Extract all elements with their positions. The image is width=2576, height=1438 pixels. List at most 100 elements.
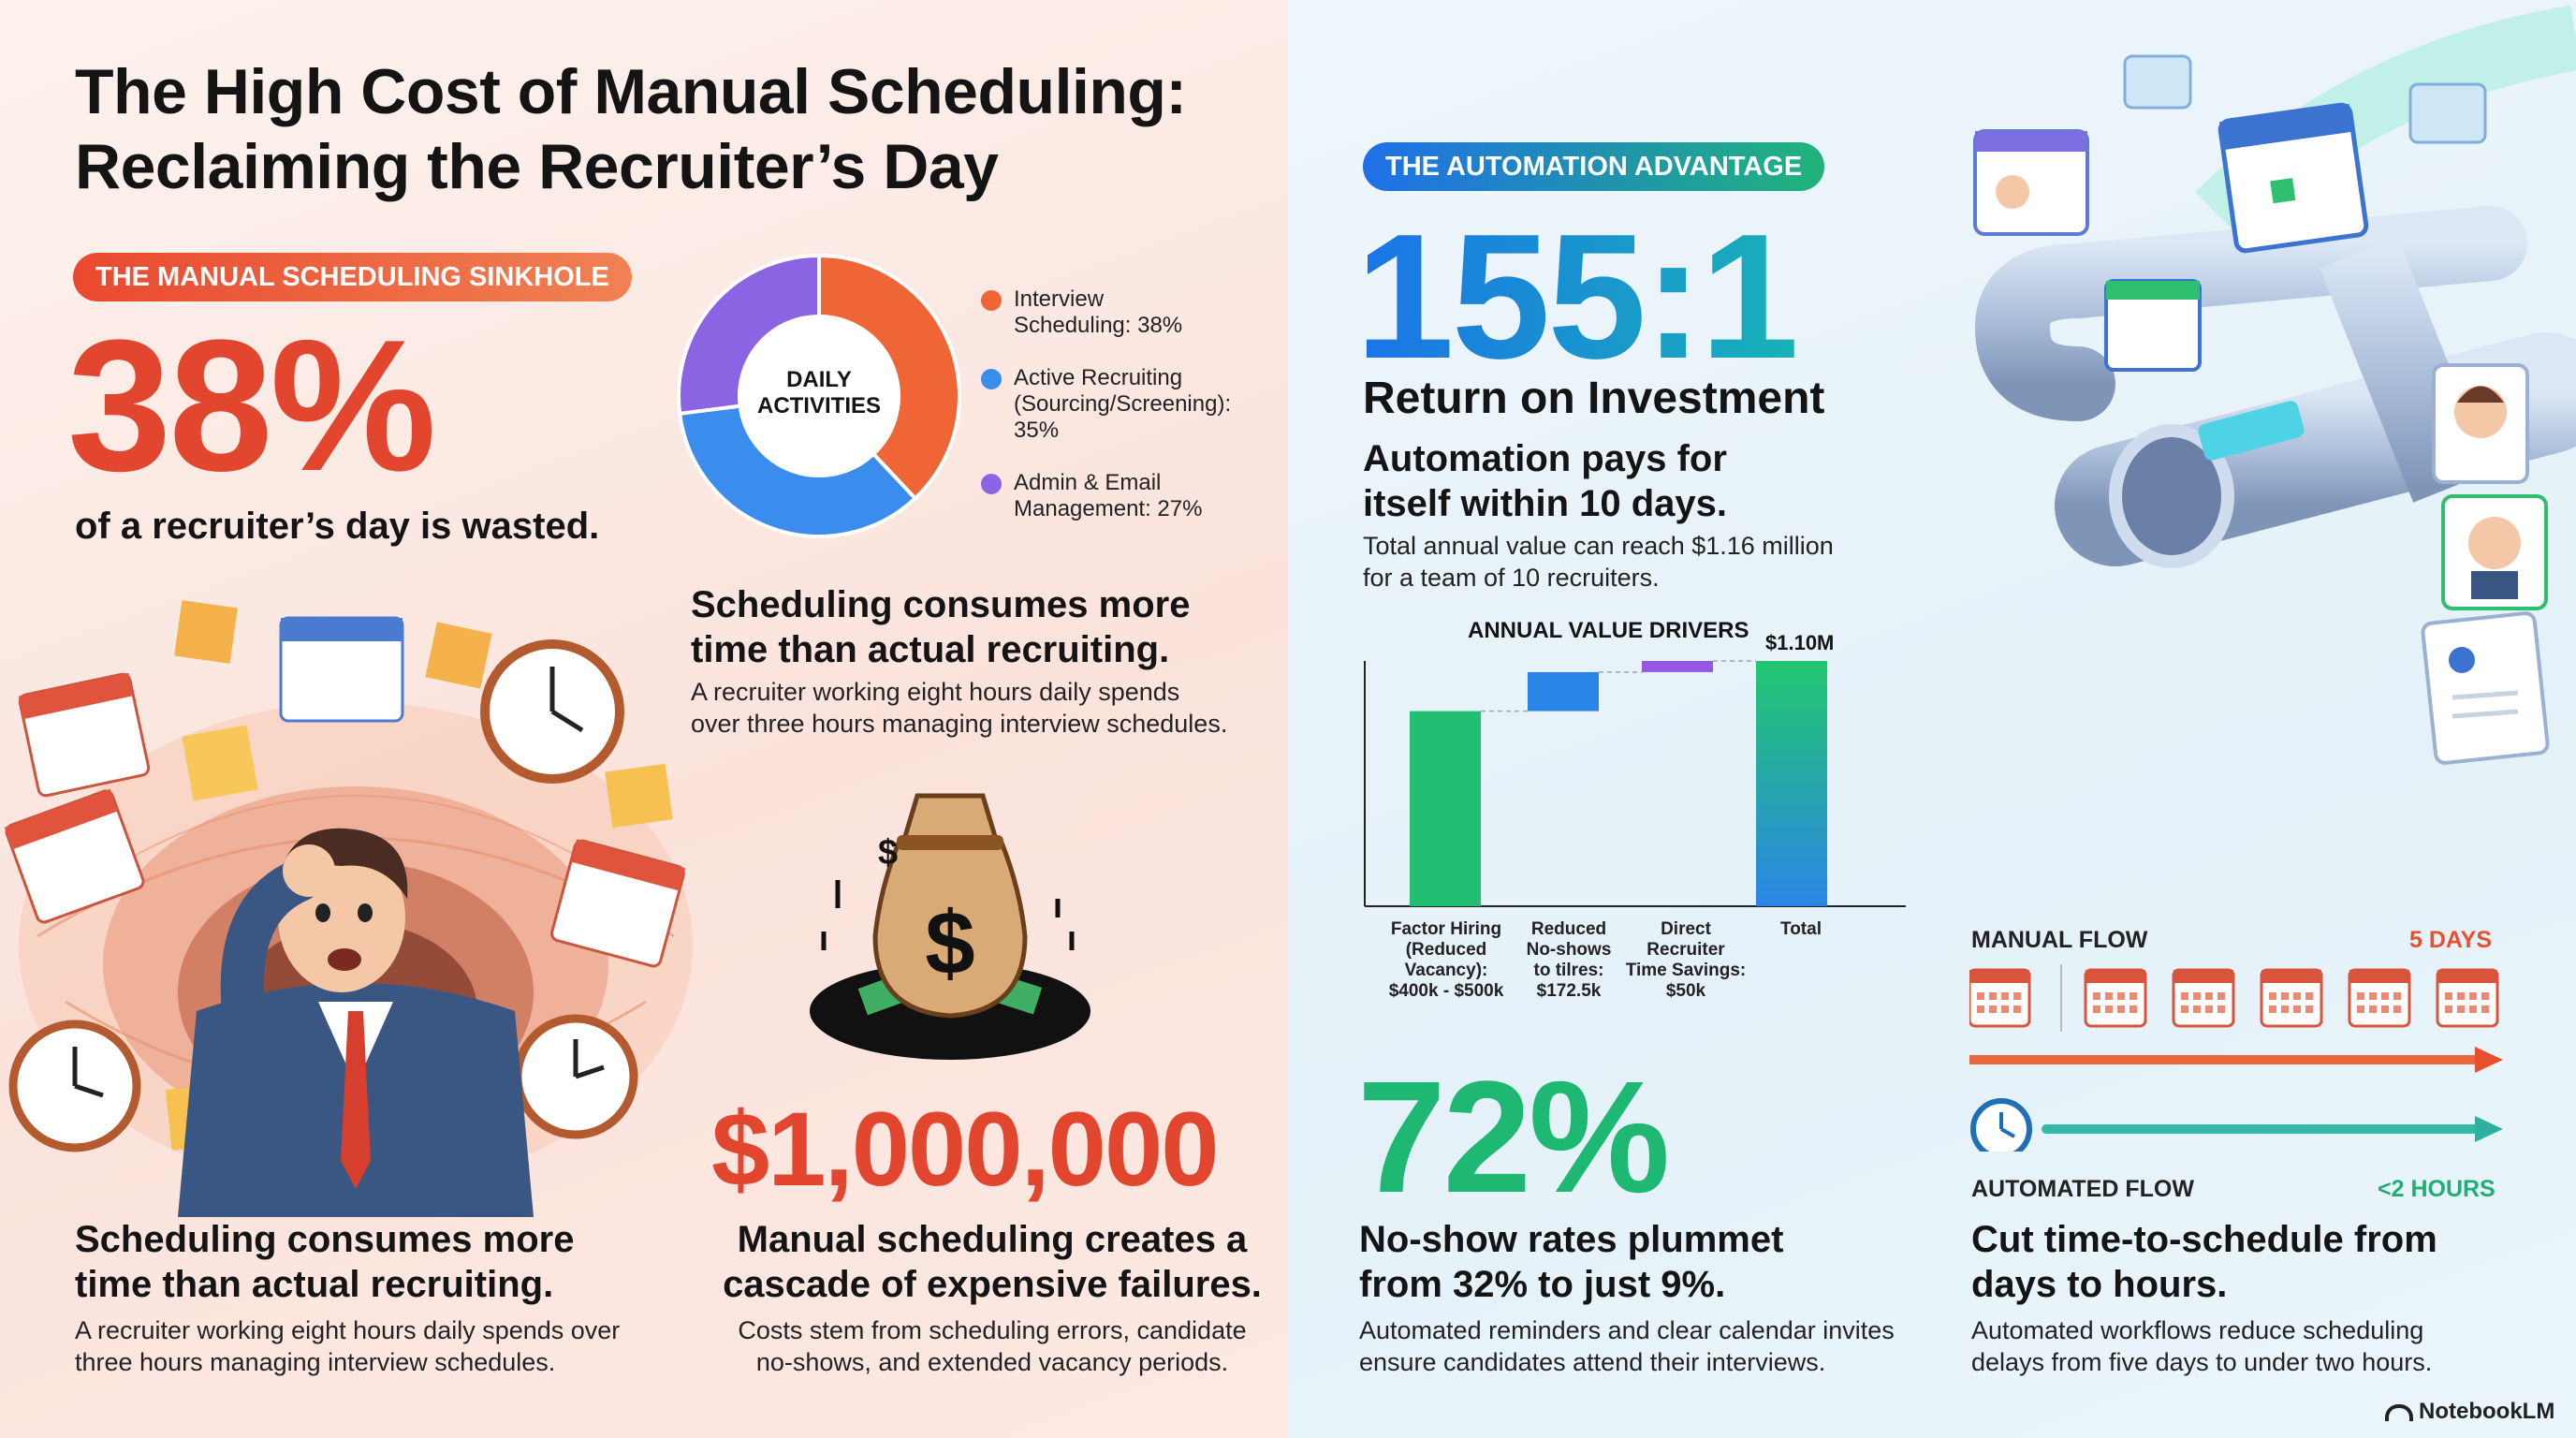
noshow-heading: No-show rates plummet from 32% to just 9… bbox=[1359, 1217, 1783, 1307]
calendar-icon bbox=[2436, 968, 2499, 1028]
mid-heading-line-2: time than actual recruiting. bbox=[691, 629, 1170, 670]
donut-center-label-line-1: DAILY bbox=[786, 367, 852, 392]
automated-flow-label: AUTOMATED FLOW bbox=[1971, 1176, 2194, 1202]
legend-interview-scheduling: Interview Scheduling: 38% bbox=[1014, 286, 1182, 339]
waterfall-bar-1 bbox=[1528, 671, 1599, 712]
manual-arrow-head-icon bbox=[2475, 1047, 2503, 1073]
roi-heading-line-1: Automation pays for bbox=[1363, 438, 1727, 479]
tick-line: to tilres: bbox=[1533, 961, 1604, 980]
money-heading: Manual scheduling creates a cascade of e… bbox=[711, 1217, 1273, 1307]
automation-section-pill: THE AUTOMATION ADVANTAGE bbox=[1363, 142, 1825, 191]
candidate-card-icon bbox=[2432, 363, 2529, 484]
automated-flow-value: <2 HOURS bbox=[2378, 1176, 2496, 1202]
chart-total-label: $1.10M bbox=[1765, 631, 1835, 654]
pipe-opening bbox=[2109, 424, 2234, 568]
bottom-left-heading-line-2: time than actual recruiting. bbox=[75, 1264, 554, 1305]
sinkhole-section-pill: THE MANUAL SCHEDULING SINKHOLE bbox=[73, 253, 632, 301]
chart-x-tick: Reduced No-shows to tilres: $172.5k bbox=[1513, 919, 1625, 1002]
daily-activities-donut bbox=[677, 253, 961, 538]
waterfall-bar-3 bbox=[1756, 661, 1827, 906]
calendar-icon bbox=[1969, 968, 2031, 1028]
tick-line: (Reduced bbox=[1405, 940, 1487, 960]
tick-line: No-shows bbox=[1526, 940, 1612, 960]
tick-line: Total bbox=[1780, 919, 1822, 939]
legend-dot-interview-scheduling bbox=[981, 290, 1002, 311]
wasted-percent-stat: 38% bbox=[67, 301, 436, 510]
tick-line: Time Savings: bbox=[1625, 961, 1747, 980]
legend-line: Admin & Email bbox=[1014, 470, 1162, 495]
calendar-icon bbox=[18, 672, 151, 798]
calendar-icon bbox=[279, 616, 404, 723]
flow-comparison-graphic bbox=[1969, 964, 2503, 1152]
legend-dot-admin-email bbox=[981, 474, 1002, 494]
legend-line: Active Recruiting bbox=[1014, 365, 1183, 390]
roi-body-line-2: for a team of 10 recruiters. bbox=[1363, 564, 1660, 592]
chart-x-tick: Total bbox=[1745, 919, 1857, 940]
calendar-icon bbox=[2217, 102, 2369, 254]
bottom-left-body-line-1: A recruiter working eight hours daily sp… bbox=[75, 1316, 621, 1344]
calendar-icon bbox=[2348, 968, 2411, 1028]
tick-line: Factor Hiring bbox=[1390, 919, 1502, 939]
noshow-heading-line-1: No-show rates plummet bbox=[1359, 1219, 1784, 1260]
manual-flow-value: 5 DAYS bbox=[2409, 927, 2493, 953]
mid-heading-line-1: Scheduling consumes more bbox=[691, 584, 1191, 625]
dollar-sign-icon: $ bbox=[925, 893, 974, 993]
donut-center-label: DAILY ACTIVITIES bbox=[711, 367, 927, 419]
sticky-note-icon bbox=[605, 763, 673, 829]
calendar-icon bbox=[2260, 968, 2323, 1028]
flow-body-line-2: delays from five days to under two hours… bbox=[1971, 1348, 2433, 1376]
profile-card-icon bbox=[1973, 129, 2089, 236]
money-body-line-1: Costs stem from scheduling errors, candi… bbox=[738, 1316, 1247, 1344]
flow-heading-line-2: days to hours. bbox=[1971, 1264, 2228, 1305]
money-heading-line-1: Manual scheduling creates a bbox=[737, 1219, 1248, 1260]
overwhelmed-recruiter-illustration bbox=[4, 600, 693, 1217]
legend-line: Interview bbox=[1014, 286, 1105, 312]
donut-center-label-line-2: ACTIVITIES bbox=[756, 393, 881, 418]
calendar-icon bbox=[2104, 279, 2202, 372]
chart-x-tick: Direct Recruiter Time Savings: $50k bbox=[1625, 919, 1747, 1002]
chat-bubble-icon bbox=[2123, 54, 2192, 110]
legend-line: Scheduling: 38% bbox=[1014, 313, 1183, 338]
roi-body-line-1: Total annual value can reach $1.16 milli… bbox=[1363, 532, 1834, 560]
mid-body: A recruiter working eight hours daily sp… bbox=[691, 676, 1227, 740]
waterfall-bar-2 bbox=[1642, 661, 1713, 672]
brand-text: NotebookLM bbox=[2419, 1399, 2555, 1424]
money-body-line-2: no-shows, and extended vacancy periods. bbox=[755, 1348, 1229, 1376]
roi-heading: Automation pays for itself within 10 day… bbox=[1363, 436, 1727, 526]
chart-x-tick: Factor Hiring (Reduced Vacancy): $400k -… bbox=[1376, 919, 1516, 1002]
money-big-stat: $1,000,000 bbox=[711, 1091, 1220, 1208]
bottom-left-heading: Scheduling consumes more time than actua… bbox=[75, 1217, 574, 1307]
tick-line: $172.5k bbox=[1536, 981, 1602, 1001]
money-heading-line-2: cascade of expensive failures. bbox=[723, 1264, 1262, 1305]
noshow-body: Automated reminders and clear calendar i… bbox=[1359, 1314, 1895, 1378]
tick-line: Reduced bbox=[1530, 919, 1607, 939]
tick-line: Vacancy): bbox=[1404, 961, 1488, 980]
flow-heading-line-1: Cut time-to-schedule from bbox=[1971, 1219, 2437, 1260]
page-title-line-1: The High Cost of Manual Scheduling: bbox=[75, 56, 1187, 127]
legend-admin-email: Admin & Email Management: 27% bbox=[1014, 470, 1202, 522]
tick-line: Direct bbox=[1661, 919, 1711, 939]
calendar-icon bbox=[4, 788, 145, 924]
bottom-left-body: A recruiter working eight hours daily sp… bbox=[75, 1314, 620, 1378]
candidate-card-icon bbox=[2441, 494, 2548, 610]
clock-icon bbox=[513, 1014, 638, 1139]
legend-active-recruiting: Active Recruiting (Sourcing/Screening): … bbox=[1014, 365, 1231, 444]
calendar-icon bbox=[550, 839, 686, 968]
money-bag-illustration: $ bbox=[810, 793, 1090, 1060]
legend-line: (Sourcing/Screening): bbox=[1014, 391, 1232, 417]
chat-bubble-icon bbox=[2408, 82, 2487, 144]
sticky-note-icon bbox=[174, 600, 238, 664]
roi-heading-line-2: itself within 10 days. bbox=[1363, 483, 1728, 524]
noshow-body-line-1: Automated reminders and clear calendar i… bbox=[1359, 1316, 1895, 1344]
noshow-heading-line-2: from 32% to just 9%. bbox=[1359, 1264, 1726, 1305]
clock-icon bbox=[8, 1020, 141, 1152]
roi-label: Return on Investment bbox=[1363, 374, 1825, 423]
mid-heading: Scheduling consumes more time than actua… bbox=[691, 582, 1190, 672]
tick-line: Recruiter bbox=[1647, 940, 1725, 960]
mid-body-line-1: A recruiter working eight hours daily sp… bbox=[691, 678, 1180, 706]
brand-label: NotebookLM bbox=[2385, 1399, 2554, 1425]
flow-body-line-1: Automated workflows reduce scheduling bbox=[1971, 1316, 2424, 1344]
calendar-icon bbox=[2172, 968, 2235, 1028]
calendar-icon bbox=[2084, 968, 2147, 1028]
notebooklm-logo-icon bbox=[2385, 1403, 2413, 1421]
